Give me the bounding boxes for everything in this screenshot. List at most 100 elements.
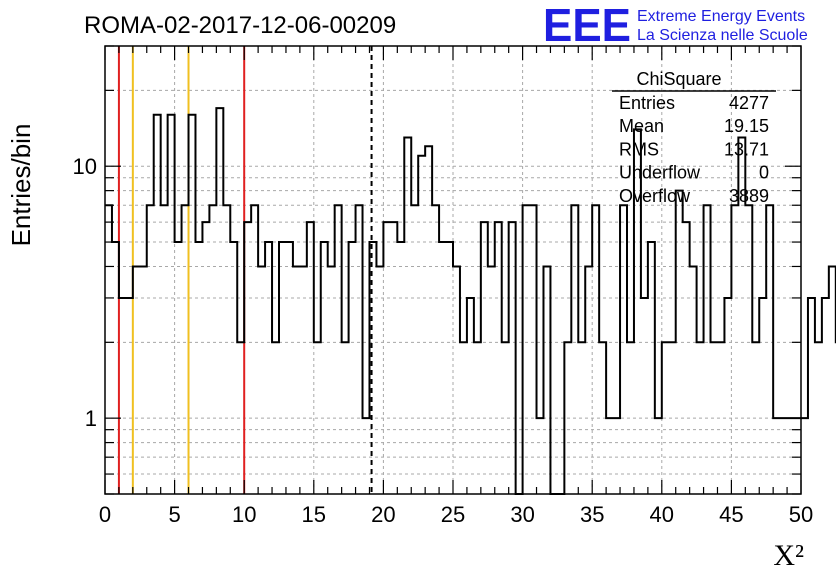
histogram-bin xyxy=(383,222,390,494)
y-axis-label: Entries/bin xyxy=(6,124,36,247)
histogram-bin xyxy=(773,418,780,494)
histogram-bin xyxy=(648,242,655,494)
histogram-bin xyxy=(724,298,731,494)
histogram-bin xyxy=(766,205,773,494)
stats-value: 4277 xyxy=(729,93,769,113)
histogram-bin xyxy=(321,242,328,494)
stats-box: ChiSquare Entries 4277 Mean 19.15 RMS 13.71 Un… xyxy=(612,69,776,206)
histogram-bin xyxy=(154,115,161,494)
histogram-bin xyxy=(759,298,766,494)
histogram-bin xyxy=(328,266,335,494)
histogram-bin xyxy=(815,342,822,494)
histogram-bin xyxy=(251,205,258,494)
histogram-bin xyxy=(620,205,627,494)
histogram-bin xyxy=(453,266,460,494)
stats-value: 13.71 xyxy=(724,139,769,159)
histogram-bin xyxy=(474,342,481,494)
histogram-bin xyxy=(279,242,286,494)
histogram-bin xyxy=(140,266,147,494)
x-tick-label: 40 xyxy=(650,502,674,527)
histogram-bin xyxy=(397,242,404,494)
histogram-bin xyxy=(105,205,112,494)
y-tick-label: 10 xyxy=(73,154,97,179)
stats-label: Underflow xyxy=(619,163,701,183)
histogram-bin xyxy=(627,342,634,494)
histogram-outline xyxy=(105,107,836,495)
histogram-bin xyxy=(467,298,474,494)
histogram-bin xyxy=(161,205,168,494)
histogram-bin xyxy=(112,242,119,494)
histogram-bin xyxy=(195,242,202,494)
histogram-bin xyxy=(578,342,585,494)
histogram-bin xyxy=(481,222,488,494)
histogram-bin xyxy=(697,342,704,494)
histogram-bin xyxy=(126,298,133,494)
histogram-bin xyxy=(175,242,182,494)
histogram-bin xyxy=(530,205,537,494)
x-tick-label: 10 xyxy=(232,502,256,527)
histogram-bin xyxy=(293,266,300,494)
x-tick-label: 0 xyxy=(99,502,111,527)
histogram-bin xyxy=(390,222,397,494)
histogram-bin xyxy=(641,298,648,494)
x-tick-label: 15 xyxy=(302,502,326,527)
histogram-bin xyxy=(300,266,307,494)
histogram-bin xyxy=(356,205,363,494)
histogram-bin xyxy=(801,418,808,494)
histogram-bin xyxy=(731,205,738,494)
histogram-bin xyxy=(711,342,718,494)
histogram-bin xyxy=(314,342,321,494)
histogram-bin xyxy=(745,205,752,494)
stats-value: 19.15 xyxy=(724,116,769,136)
histogram-bin xyxy=(286,242,293,494)
y-tick-label: 1 xyxy=(85,406,97,431)
histogram-bin xyxy=(446,242,453,494)
x-tick-label: 35 xyxy=(580,502,604,527)
histogram-bin xyxy=(683,222,690,494)
histogram-bin xyxy=(363,418,370,494)
histogram-bin xyxy=(439,242,446,494)
histogram-bin xyxy=(808,298,815,494)
histogram-bin xyxy=(543,266,550,494)
histogram-bin xyxy=(404,138,411,494)
histogram-bin xyxy=(592,205,599,494)
grid-lines xyxy=(105,45,801,495)
stats-value: 0 xyxy=(759,163,769,183)
histogram-bin xyxy=(342,342,349,494)
histogram-bin xyxy=(376,266,383,494)
histogram-bin xyxy=(690,266,697,494)
histogram-bin xyxy=(829,266,836,494)
stats-label: Mean xyxy=(619,116,664,136)
histogram-bin xyxy=(502,342,509,494)
brand-line-2: La Scienza nelle Scuole xyxy=(637,27,808,44)
x-tick-label: 5 xyxy=(168,502,180,527)
histogram-bin xyxy=(223,205,230,494)
chart-title: ROMA-02-2017-12-06-00209 xyxy=(84,12,396,39)
stats-value: 3889 xyxy=(729,186,769,206)
histogram-bin xyxy=(182,205,189,494)
x-tick-labels: 0 5 10 15 20 25 30 35 40 45 50 xyxy=(99,502,813,527)
stats-title: ChiSquare xyxy=(636,69,721,89)
histogram-bin xyxy=(571,205,578,494)
histogram-bin xyxy=(509,222,516,494)
brand-logo: EEE Extreme Energy Events La Scienza nel… xyxy=(543,0,808,51)
histogram-bin xyxy=(418,156,425,494)
histogram-bin xyxy=(585,266,592,494)
histogram-bin xyxy=(704,205,711,494)
histogram-bin xyxy=(460,342,467,494)
x-tick-label: 30 xyxy=(510,502,534,527)
histogram-bin xyxy=(237,342,244,494)
histogram-bin xyxy=(133,266,140,494)
stats-label: Entries xyxy=(619,93,675,113)
x-tick-label: 25 xyxy=(441,502,465,527)
histogram-bin xyxy=(272,342,279,494)
histogram-bin xyxy=(752,342,759,494)
histogram-bin xyxy=(613,418,620,494)
histogram-bin xyxy=(119,298,126,494)
histogram-bin xyxy=(634,129,641,494)
histogram-bin xyxy=(147,205,154,494)
stats-label: RMS xyxy=(619,139,659,159)
histogram-bin xyxy=(335,205,342,494)
y-tick-labels: 1 10 xyxy=(73,154,97,431)
histogram-bin xyxy=(244,222,251,494)
